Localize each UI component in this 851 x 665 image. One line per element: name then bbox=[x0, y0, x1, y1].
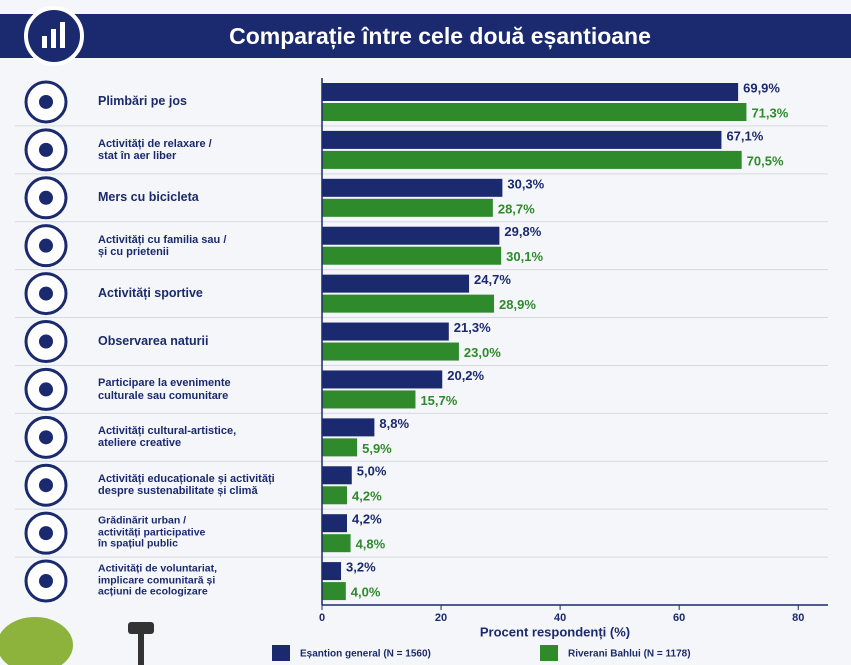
bar bbox=[322, 514, 348, 533]
value-label: 30,3% bbox=[507, 176, 544, 191]
category-label: Mers cu bicicleta bbox=[98, 189, 199, 204]
value-label: 21,3% bbox=[454, 320, 491, 335]
value-label: 71,3% bbox=[751, 105, 788, 120]
category-label: Activități de relaxare / stat în aer lib… bbox=[98, 137, 212, 162]
value-label: 3,2% bbox=[346, 560, 376, 575]
bar bbox=[322, 486, 348, 505]
bar bbox=[322, 103, 747, 121]
category-label: Activități sportive bbox=[98, 285, 203, 300]
tree-decoration bbox=[0, 617, 73, 665]
bar bbox=[322, 83, 739, 101]
category-label: Activități educaționale și activități de… bbox=[98, 473, 275, 498]
title-icon-bar bbox=[42, 36, 47, 48]
category-label: Activități de voluntariat, implicare com… bbox=[98, 562, 218, 598]
bar bbox=[322, 582, 346, 601]
category-icon-dot bbox=[39, 142, 53, 157]
title-icon-bar bbox=[60, 22, 65, 48]
bar bbox=[322, 418, 375, 437]
x-axis-label: Procent respondenți (%) bbox=[480, 624, 630, 639]
bar bbox=[322, 178, 503, 197]
value-label: 23,0% bbox=[464, 345, 501, 360]
x-tick-label: 20 bbox=[435, 612, 447, 624]
lamp-decoration bbox=[128, 622, 154, 634]
x-tick-label: 0 bbox=[319, 612, 325, 624]
category-icon-dot bbox=[39, 238, 53, 253]
category-icon-dot bbox=[39, 478, 53, 493]
title-icon-bar bbox=[51, 29, 56, 48]
value-label: 15,7% bbox=[420, 393, 457, 408]
category-icon-dot bbox=[39, 382, 53, 397]
category-label: Plimbări pe jos bbox=[98, 94, 187, 109]
x-tick-label: 40 bbox=[554, 612, 566, 624]
value-label: 69,9% bbox=[743, 80, 780, 95]
value-label: 4,0% bbox=[351, 585, 381, 600]
category-icon-dot bbox=[39, 430, 53, 445]
legend-label: Eșantion general (N = 1560) bbox=[300, 649, 431, 660]
value-label: 30,1% bbox=[506, 249, 543, 264]
category-icon-dot bbox=[39, 94, 53, 109]
bar bbox=[322, 370, 443, 389]
x-tick-label: 60 bbox=[673, 612, 685, 624]
value-label: 28,9% bbox=[499, 297, 536, 312]
category-icon-dot bbox=[39, 190, 53, 205]
category-icon-dot bbox=[39, 574, 53, 589]
bar bbox=[322, 342, 459, 361]
category-label: Observarea naturii bbox=[98, 333, 209, 348]
title-banner bbox=[0, 14, 851, 58]
bar bbox=[322, 390, 416, 409]
value-label: 8,8% bbox=[379, 416, 409, 431]
value-label: 20,2% bbox=[447, 368, 484, 383]
legend-swatch bbox=[540, 645, 558, 661]
bar bbox=[322, 150, 742, 169]
category-label: Grădinărit urban / activități participat… bbox=[98, 514, 206, 550]
legend-label: Riverani Bahlui (N = 1178) bbox=[568, 649, 691, 660]
bar bbox=[322, 322, 449, 341]
value-label: 67,1% bbox=[726, 128, 763, 143]
legend-swatch bbox=[272, 645, 290, 661]
bar bbox=[322, 466, 352, 485]
category-label: Activități cultural-artistice, ateliere … bbox=[98, 425, 237, 450]
bar bbox=[322, 274, 470, 293]
category-icon-dot bbox=[39, 334, 53, 349]
category-icon-dot bbox=[39, 526, 53, 541]
value-label: 4,8% bbox=[356, 537, 386, 552]
chart-title: Comparație între cele două eșantioane bbox=[229, 23, 651, 50]
value-label: 70,5% bbox=[747, 153, 784, 168]
value-label: 4,2% bbox=[352, 489, 382, 504]
lamp-decoration bbox=[138, 630, 144, 665]
bar bbox=[322, 130, 722, 149]
value-label: 29,8% bbox=[504, 224, 541, 239]
category-label: Participare la evenimente culturale sau … bbox=[98, 377, 231, 402]
bar bbox=[322, 246, 502, 265]
bar bbox=[322, 534, 351, 553]
bar bbox=[322, 294, 495, 313]
bar bbox=[322, 226, 500, 245]
category-icon-dot bbox=[39, 286, 53, 301]
value-label: 24,7% bbox=[474, 272, 511, 287]
x-tick-label: 80 bbox=[792, 612, 804, 624]
bar bbox=[322, 198, 493, 217]
category-label: Activități cu familia sau / și cu priete… bbox=[98, 233, 227, 258]
value-label: 5,9% bbox=[362, 441, 392, 456]
bar bbox=[322, 438, 358, 457]
value-label: 28,7% bbox=[498, 201, 535, 216]
bar bbox=[322, 562, 342, 581]
value-label: 5,0% bbox=[357, 464, 387, 479]
value-label: 4,2% bbox=[352, 512, 382, 527]
